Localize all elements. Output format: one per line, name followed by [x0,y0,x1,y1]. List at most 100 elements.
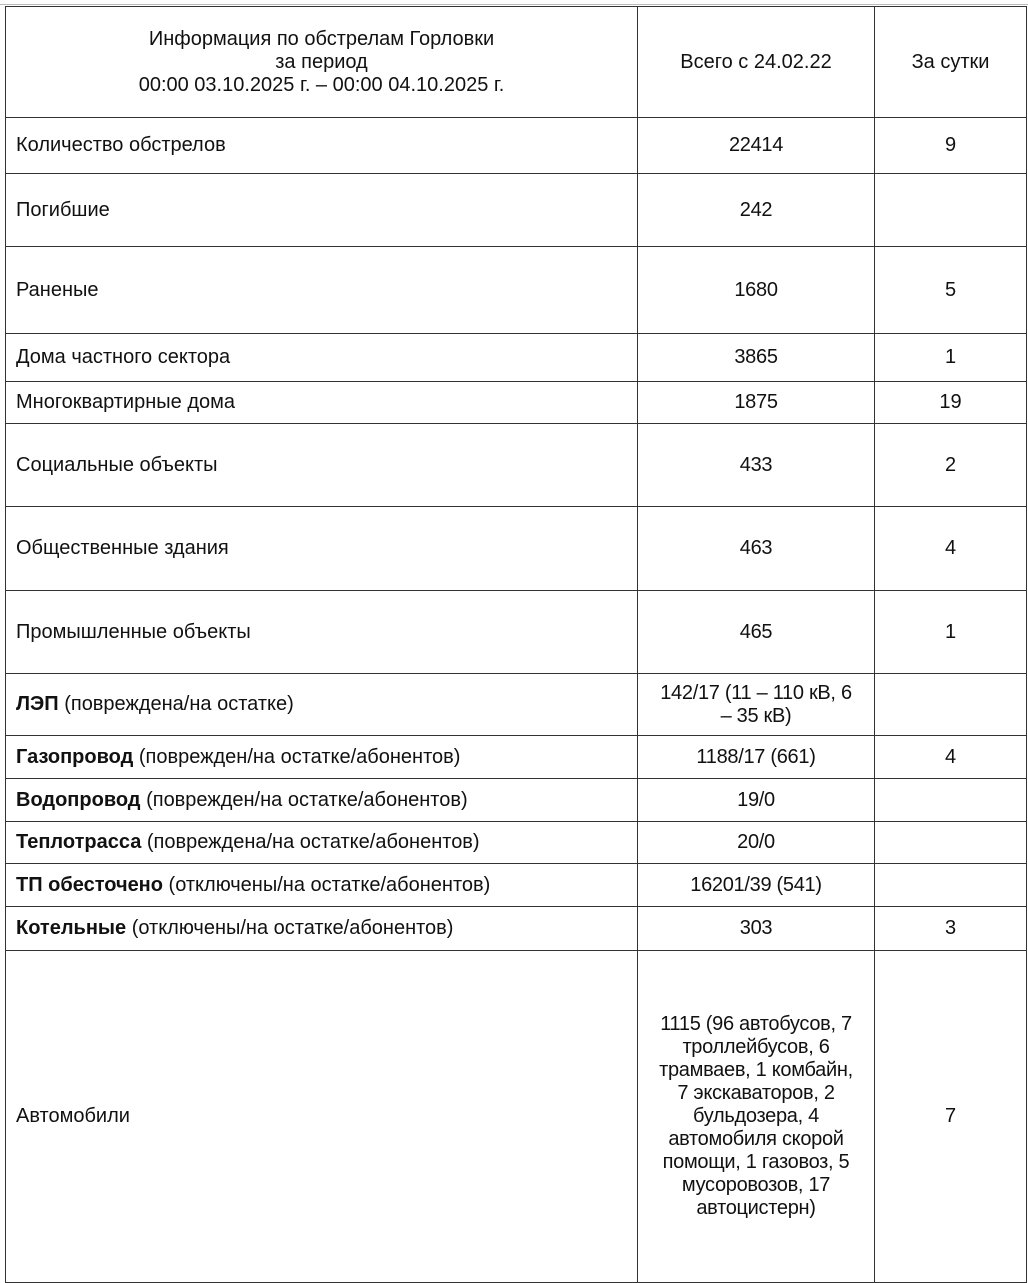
row-total-value: 303 [739,917,773,939]
header-title-line1: Информация по обстрелам Горловки [148,27,495,50]
header-day-cell: За сутки [874,6,1027,118]
header-title-cell: Информация по обстрелам Горловки за пери… [5,6,638,118]
row-total-cell: 3865 [637,333,875,382]
row-label-cell: Теплотрасса (повреждена/на остатке/абоне… [5,821,638,864]
row-total-value: 3865 [734,346,778,368]
row-label: Погибшие [16,198,110,221]
table-row: Теплотрасса (повреждена/на остатке/абоне… [5,821,1027,864]
row-label-cell: Многоквартирные дома [5,381,638,424]
row-label: Промышленные объекты [16,620,251,643]
row-total-cell: 16201/39 (541) [637,863,875,907]
row-day-cell: 7 [874,950,1027,1283]
row-total-value: 22414 [728,134,784,156]
row-total-value: 142/17 (11 – 110 кВ, 6 – 35 кВ) [660,681,852,727]
row-day-cell: 3 [874,906,1027,951]
row-total-cell: 1188/17 (661) [637,735,875,779]
row-day-cell [874,673,1027,736]
row-total-cell: 242 [637,173,875,247]
row-label-cell: Газопровод (поврежден/на остатке/абонент… [5,735,638,779]
row-label: Общественные здания [16,537,229,559]
row-label-cell: Водопровод (поврежден/на остатке/абонент… [5,778,638,822]
table-row: Количество обстрелов 22414 9 [5,117,1027,174]
row-total-cell: 433 [637,423,875,507]
row-total-value: 463 [739,537,773,559]
row-label-cell: ЛЭП (повреждена/на остатке) [5,673,638,736]
row-label-cell: Раненые [5,246,638,334]
row-label: Котельные [16,917,127,939]
row-label-cell: ТП обесточено (отключены/на остатке/абон… [5,863,638,907]
row-label: Автомобили [16,1105,130,1127]
row-day-cell: 1 [874,333,1027,382]
row-note: (повреждена/на остатке) [58,693,294,715]
row-label: ТП обесточено [16,873,163,896]
header-title-line2: за период [275,50,368,73]
shelling-info-table: Информация по обстрелам Горловки за пери… [5,6,1027,1283]
row-day-cell [874,778,1027,822]
row-total-cell: 1115 (96 автобусов, 7 троллейбусов, 6 тр… [637,950,875,1283]
row-note: (отключены/на остатке/абонентов) [126,917,454,939]
row-label-cell: Социальные объекты [5,423,638,507]
row-label-cell: Котельные (отключены/на остатке/абоненто… [5,906,638,951]
row-total-value: 1188/17 (661) [696,745,816,768]
row-note: (повреждена/на остатке/абонентов) [141,831,480,853]
row-label-cell: Количество обстрелов [5,117,638,174]
table-header-row: Информация по обстрелам Горловки за пери… [5,6,1027,118]
row-label: ЛЭП [16,693,59,715]
row-day-value: 2 [944,453,957,476]
row-label: Многоквартирные дома [16,391,235,413]
table-row: Социальные объекты 433 2 [5,423,1027,507]
row-day-cell: 4 [874,735,1027,779]
row-total-value: 242 [739,198,773,221]
row-day-cell [874,863,1027,907]
row-total-value: 1680 [734,278,778,301]
table-row: Автомобили 1115 (96 автобусов, 7 троллейб… [5,950,1027,1283]
row-day-cell: 4 [874,506,1027,591]
row-label-cell: Погибшие [5,173,638,247]
row-total-value: 16201/39 (541) [690,873,822,896]
row-day-value: 9 [944,134,957,156]
row-day-cell: 1 [874,590,1027,674]
row-label: Водопровод [16,788,141,811]
row-label: Социальные объекты [16,453,218,476]
row-day-value: 5 [944,278,957,301]
row-total-cell: 303 [637,906,875,951]
row-total-value: 465 [739,620,773,643]
row-label: Количество обстрелов [16,134,226,156]
row-day-value: 1 [944,620,957,643]
row-day-cell: 5 [874,246,1027,334]
row-day-value: 1 [944,346,957,368]
row-total-cell: 465 [637,590,875,674]
table-row: ЛЭП (повреждена/на остатке) 142/17 (11 – … [5,673,1027,736]
table-row: ТП обесточено (отключены/на остатке/абон… [5,863,1027,907]
row-label: Раненые [16,278,99,301]
table-row: Многоквартирные дома 1875 19 [5,381,1027,424]
row-total-cell: 142/17 (11 – 110 кВ, 6 – 35 кВ) [637,673,875,736]
table-row: Котельные (отключены/на остатке/абоненто… [5,906,1027,951]
table-row: Погибшие 242 [5,173,1027,247]
table-row: Общественные здания 463 4 [5,506,1027,591]
row-label: Дома частного сектора [16,346,231,368]
row-total-cell: 22414 [637,117,875,174]
row-note: (отключены/на остатке/абонентов) [162,873,491,896]
row-total-cell: 1680 [637,246,875,334]
row-note: (поврежден/на остатке/абонентов) [133,745,461,768]
row-total-value: 19/0 [737,788,775,811]
row-total-value: 433 [739,453,773,476]
row-note: (поврежден/на остатке/абонентов) [140,788,468,811]
row-total-cell: 19/0 [637,778,875,822]
row-total-value: 1875 [734,391,778,413]
row-label-cell: Дома частного сектора [5,333,638,382]
row-total-cell: 20/0 [637,821,875,864]
row-total-cell: 1875 [637,381,875,424]
row-day-cell [874,821,1027,864]
row-day-cell [874,173,1027,247]
row-total-value: 1115 (96 автобусов, 7 троллейбусов, 6 тр… [659,1013,853,1219]
row-total-value: 20/0 [737,831,775,853]
table-row: Дома частного сектора 3865 1 [5,333,1027,382]
table-row: Раненые 1680 5 [5,246,1027,334]
header-title-line3: 00:00 03.10.2025 г. – 00:00 04.10.2025 г… [138,73,505,96]
row-label: Теплотрасса [16,831,142,853]
row-label-cell: Автомобили [5,950,638,1283]
row-label: Газопровод [16,745,134,768]
row-day-cell: 2 [874,423,1027,507]
